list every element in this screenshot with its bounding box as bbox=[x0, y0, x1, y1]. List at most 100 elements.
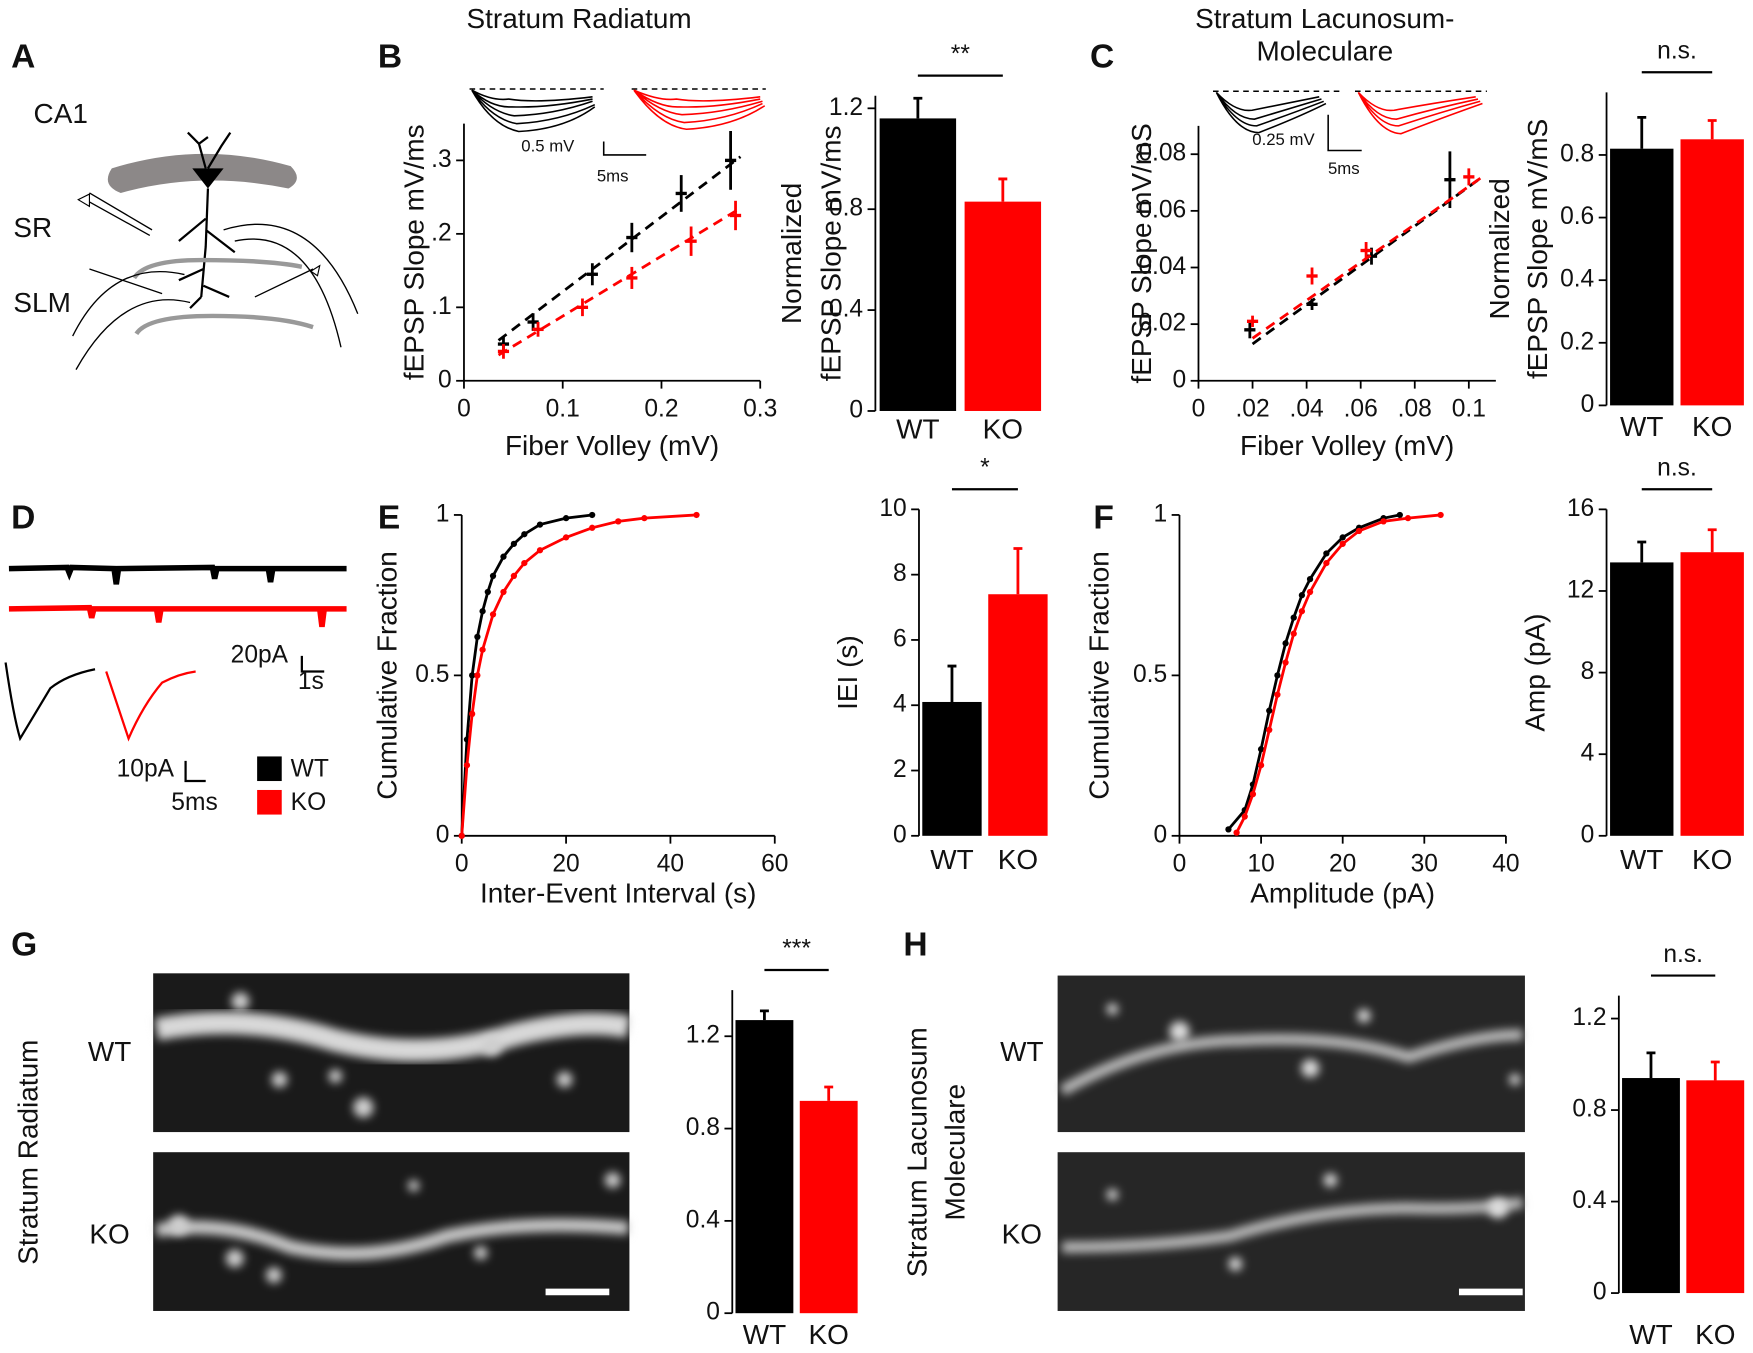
category-label: WT bbox=[1620, 844, 1663, 875]
y-tick-label: 1.2 bbox=[1572, 1004, 1606, 1031]
x-tick-label: .06 bbox=[1344, 395, 1378, 422]
point bbox=[1355, 527, 1363, 535]
y-tick-label: 0.08 bbox=[1138, 140, 1186, 167]
y-tick-label: 0.02 bbox=[1138, 310, 1186, 337]
bar bbox=[988, 594, 1048, 836]
bar bbox=[1622, 1078, 1680, 1294]
error-bar bbox=[759, 1009, 769, 1021]
y-tick-label: 2 bbox=[893, 756, 907, 783]
legend: WT KO bbox=[257, 755, 329, 816]
chart: 0 0.4 0.8 1.2 WT KO n.s. bbox=[1572, 941, 1745, 1350]
y-tick-label: 0.06 bbox=[1138, 196, 1186, 223]
y-tick-label: 8 bbox=[1581, 658, 1595, 685]
point bbox=[474, 633, 481, 641]
point bbox=[463, 762, 471, 769]
x-axis-label: Fiber Volley (mV) bbox=[1240, 430, 1454, 461]
layer-label: SR bbox=[13, 212, 52, 243]
y-tick-label: 16 bbox=[1567, 495, 1594, 522]
point bbox=[500, 553, 507, 560]
x-tick-label: 0 bbox=[455, 850, 469, 877]
row-label: WT bbox=[88, 1036, 131, 1067]
legend-label: KO bbox=[291, 789, 327, 816]
side-label: Stratum Lacunosum bbox=[901, 1027, 932, 1277]
point bbox=[500, 588, 507, 596]
x-tick-label: 0 bbox=[1173, 850, 1187, 877]
y-tick-label: .2 bbox=[431, 219, 452, 246]
point bbox=[1290, 630, 1297, 637]
chart: 0 0.5 1 Cumulative Fraction 0 20 40 60Inter-Eve… bbox=[371, 500, 788, 908]
cumulative-line bbox=[460, 513, 697, 836]
y-tick-label: 1.2 bbox=[829, 94, 863, 121]
y-tick-label: 0.6 bbox=[1560, 203, 1594, 230]
y-tick-label: 0.4 bbox=[1560, 266, 1594, 293]
bar bbox=[922, 701, 982, 836]
bar bbox=[799, 1100, 858, 1314]
bar bbox=[964, 201, 1042, 411]
y-tick-label: 0 bbox=[438, 366, 452, 393]
x-tick-label: .02 bbox=[1235, 395, 1269, 422]
fit-line bbox=[497, 155, 742, 342]
ca1-diagram bbox=[72, 131, 359, 370]
y-tick-label: .1 bbox=[431, 293, 452, 320]
category-label: WT bbox=[896, 413, 939, 444]
point bbox=[562, 534, 570, 541]
bar bbox=[1680, 139, 1744, 406]
point bbox=[1306, 575, 1314, 583]
point bbox=[1339, 540, 1346, 547]
y-tick-label: 6 bbox=[893, 625, 907, 652]
y-tick-label: 0.5 bbox=[415, 661, 449, 688]
chart: 0 0.5 1 Cumulative Fraction 0 10 20 30 40 Amplitu… bbox=[1084, 500, 1520, 908]
panel-label: H bbox=[903, 926, 927, 963]
point bbox=[1323, 559, 1330, 567]
column-title: Stratum Lacunosum- bbox=[1195, 3, 1454, 34]
error-bar bbox=[1710, 1060, 1720, 1081]
x-axis-label: Fiber Volley (mV) bbox=[505, 430, 719, 461]
chart: 0 0.4 0.8 1.2 WT KO *** bbox=[686, 935, 858, 1350]
significance-label: ** bbox=[951, 41, 971, 68]
error-bar bbox=[998, 177, 1008, 202]
column-title: Stratum Radiatum bbox=[467, 3, 692, 34]
row-label: WT bbox=[1000, 1036, 1043, 1067]
significance-label: n.s. bbox=[1663, 941, 1703, 968]
chart: 0 0.4 0.8 1.2 Normalized fEPSP Slope mV/ms WT K… bbox=[776, 41, 1042, 444]
row-label: KO bbox=[1002, 1218, 1042, 1249]
point bbox=[1306, 588, 1314, 596]
y-tick-label: 4 bbox=[893, 691, 907, 718]
scale-label: 0.5 mV bbox=[521, 137, 575, 156]
x-tick-label: 40 bbox=[1492, 850, 1519, 877]
y-tick-label: 1 bbox=[1154, 500, 1168, 527]
bar bbox=[1680, 552, 1744, 836]
bar bbox=[1610, 148, 1674, 406]
y-axis-label: Normalized bbox=[776, 183, 807, 324]
point bbox=[510, 540, 518, 547]
point bbox=[693, 511, 700, 519]
point bbox=[589, 511, 596, 519]
micrographs bbox=[153, 973, 1525, 1311]
y-tick-label: 1.2 bbox=[686, 1022, 720, 1049]
point bbox=[1437, 511, 1444, 519]
legend-label: WT bbox=[291, 755, 329, 782]
mepsc-traces bbox=[4, 564, 347, 783]
y-tick-label: 0.8 bbox=[1560, 140, 1594, 167]
point bbox=[1380, 518, 1387, 525]
point bbox=[479, 608, 486, 615]
y-tick-label: 0 bbox=[1173, 366, 1187, 393]
x-tick-label: 0.3 bbox=[743, 395, 777, 422]
point bbox=[562, 515, 570, 522]
x-tick-label: 40 bbox=[657, 850, 684, 877]
y-tick-label: 1 bbox=[436, 500, 450, 527]
point bbox=[1323, 550, 1330, 557]
scale-label: 20pA bbox=[231, 641, 289, 668]
x-tick-label: 0 bbox=[1192, 395, 1206, 422]
chart: 0 4 8 12 16 Amp (pA) WT KO n.s. bbox=[1520, 455, 1744, 875]
point bbox=[589, 524, 596, 531]
x-tick-label: 0 bbox=[457, 395, 471, 422]
x-axis-label: Inter-Event Interval (s) bbox=[480, 877, 756, 908]
y-tick-label: 0.4 bbox=[1572, 1187, 1606, 1214]
x-tick-label: 0.1 bbox=[1452, 395, 1486, 422]
point bbox=[1266, 707, 1273, 714]
point bbox=[536, 521, 544, 528]
scale-label: 5ms bbox=[1328, 159, 1360, 178]
y-tick-label: 0.4 bbox=[829, 296, 863, 323]
